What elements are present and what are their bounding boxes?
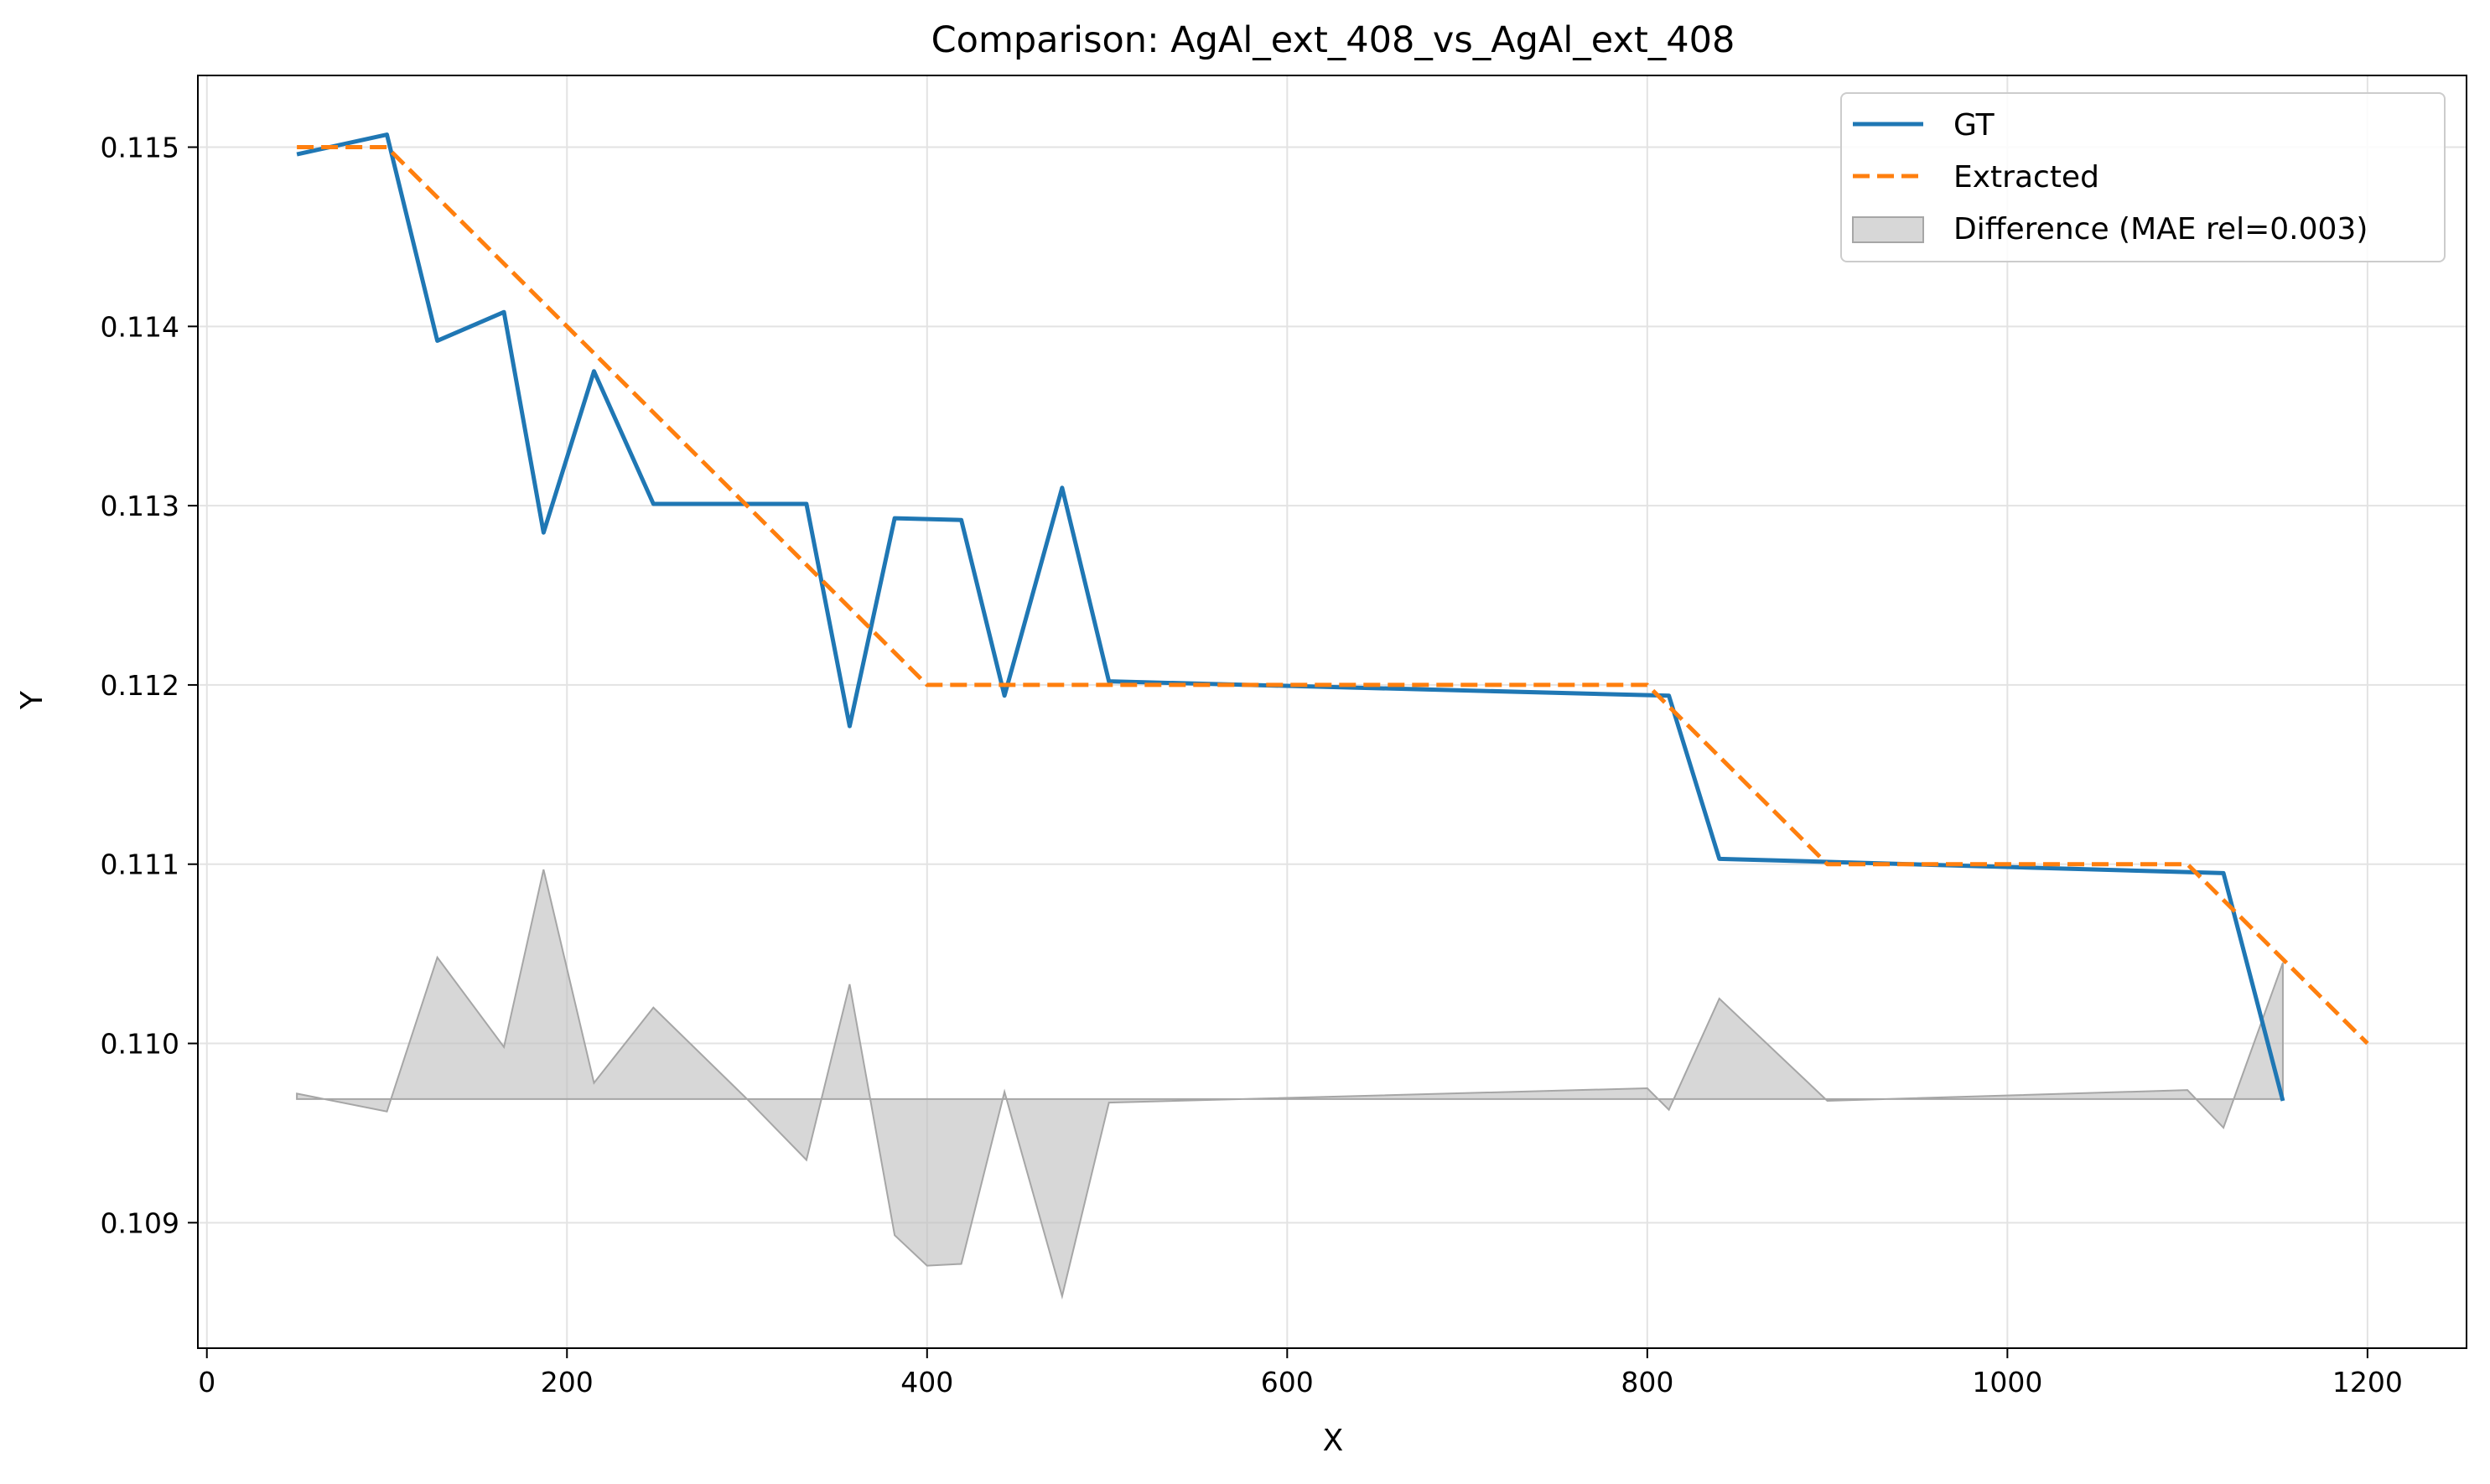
y-tick-label: 0.113 <box>101 490 179 522</box>
x-tick-label: 400 <box>900 1366 953 1398</box>
difference-area <box>296 869 2284 1300</box>
y-tick-label: 0.112 <box>101 669 179 702</box>
y-tick-label: 0.115 <box>101 132 179 164</box>
legend-label-gt: GT <box>1953 108 1995 143</box>
x-tick-label: 1200 <box>2332 1366 2403 1398</box>
plot-frame <box>197 75 2467 1349</box>
difference-area-layer <box>296 869 2284 1300</box>
chart-title: Comparison: AgAl_ext_408_vs_AgAl_ext_408 <box>931 19 1735 61</box>
y-axis-label: Y <box>15 690 49 710</box>
x-axis-label: X <box>1323 1424 1344 1458</box>
legend-box <box>1840 92 2446 262</box>
extracted-line <box>297 145 2369 1046</box>
x-tick-label: 1000 <box>1972 1366 2042 1398</box>
x-tick-label: 200 <box>541 1366 594 1398</box>
x-tick-label: 800 <box>1621 1366 1673 1398</box>
y-tick-label: 0.111 <box>101 848 179 881</box>
y-tick-label: 0.114 <box>101 310 179 343</box>
axis-ticks: 0 200 400 600 800 1000 1200 0.109 0.110 0.111 0.11… <box>101 132 2403 1398</box>
legend-label-extracted: Extracted <box>1953 160 2099 195</box>
legend-label-difference-mae-rel-0-003: Difference (MAE rel=0.003) <box>1953 212 2368 246</box>
gt-line <box>296 132 2285 1102</box>
y-tick-label: 0.110 <box>101 1028 179 1061</box>
y-tick-label: 0.109 <box>101 1206 179 1239</box>
x-tick-label: 0 <box>198 1366 215 1398</box>
series-lines-layer <box>296 132 2369 1102</box>
x-tick-label: 600 <box>1261 1366 1314 1398</box>
legend-swatch-difference-mae-rel-0-003 <box>1852 216 1924 243</box>
legend: GT Extracted Difference (MAE rel=0.003) <box>1840 92 2446 262</box>
